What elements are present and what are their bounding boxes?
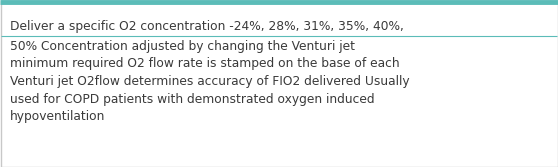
Text: Deliver a specific O2 concentration -24%, 28%, 31%, 35%, 40%,: Deliver a specific O2 concentration -24%… <box>10 20 404 33</box>
Text: 50% Concentration adjusted by changing the Venturi jet
minimum required O2 flow : 50% Concentration adjusted by changing t… <box>10 40 410 123</box>
